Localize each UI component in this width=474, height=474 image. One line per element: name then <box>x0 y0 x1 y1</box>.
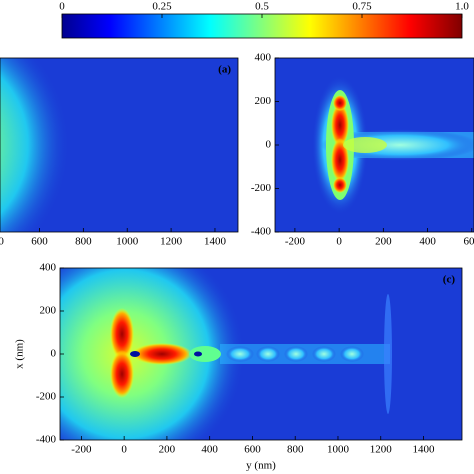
y-tick-label: 200 <box>40 305 57 317</box>
y-tick-label: 200 <box>255 95 272 107</box>
x-tick-label: 200 <box>375 236 392 248</box>
x-tick-label: 600 <box>244 444 261 456</box>
colorbar-label: 0.25 <box>152 1 172 13</box>
x-tick-label: -200 <box>285 236 306 248</box>
x-tick-label: 400 <box>419 236 436 248</box>
x-tick-label: 1400 <box>413 444 436 456</box>
x-tick-label: 1200 <box>160 236 183 248</box>
x-tick-label: 1000 <box>327 444 350 456</box>
y-tick-label: 0 <box>51 348 57 360</box>
y-tick-label: 400 <box>40 262 57 274</box>
colorbar-label: 0 <box>59 1 65 13</box>
x-tick-label: 1000 <box>116 236 139 248</box>
y-tick-label: -200 <box>36 391 57 403</box>
x-tick-label: 600 <box>464 236 474 248</box>
x-tick-label: -200 <box>71 444 92 456</box>
x-tick-label: 800 <box>75 236 92 248</box>
x-tick-label: 400 <box>201 444 218 456</box>
x-tick-label: 1400 <box>204 236 227 248</box>
x-tick-label: 0 <box>121 444 127 456</box>
y-tick-label: -400 <box>251 226 272 238</box>
field-b <box>275 58 474 232</box>
field-a <box>0 58 238 232</box>
panel-label: (a) <box>218 64 231 76</box>
colorbar-label: 0.75 <box>352 1 372 13</box>
x-tick-label: 600 <box>31 236 48 248</box>
field-c <box>60 268 462 440</box>
y-tick-label: 0 <box>266 139 272 151</box>
x-axis-label: y (nm) <box>246 460 276 472</box>
x-tick-label: 800 <box>287 444 304 456</box>
y-tick-label: -200 <box>251 182 272 194</box>
y-axis-label: x (nm) <box>14 339 26 369</box>
panel-label: (c) <box>443 274 456 286</box>
x-tick-label: 0 <box>336 236 342 248</box>
x-tick-label: 200 <box>159 444 176 456</box>
colorbar-label: 1.0 <box>455 1 469 13</box>
y-tick-label: -400 <box>36 434 57 446</box>
plot-frame <box>0 57 239 233</box>
colorbar-label: 0.5 <box>255 1 269 13</box>
x-tick-label: 400 <box>0 236 4 248</box>
y-tick-label: 400 <box>255 52 272 64</box>
x-tick-label: 1200 <box>370 444 393 456</box>
